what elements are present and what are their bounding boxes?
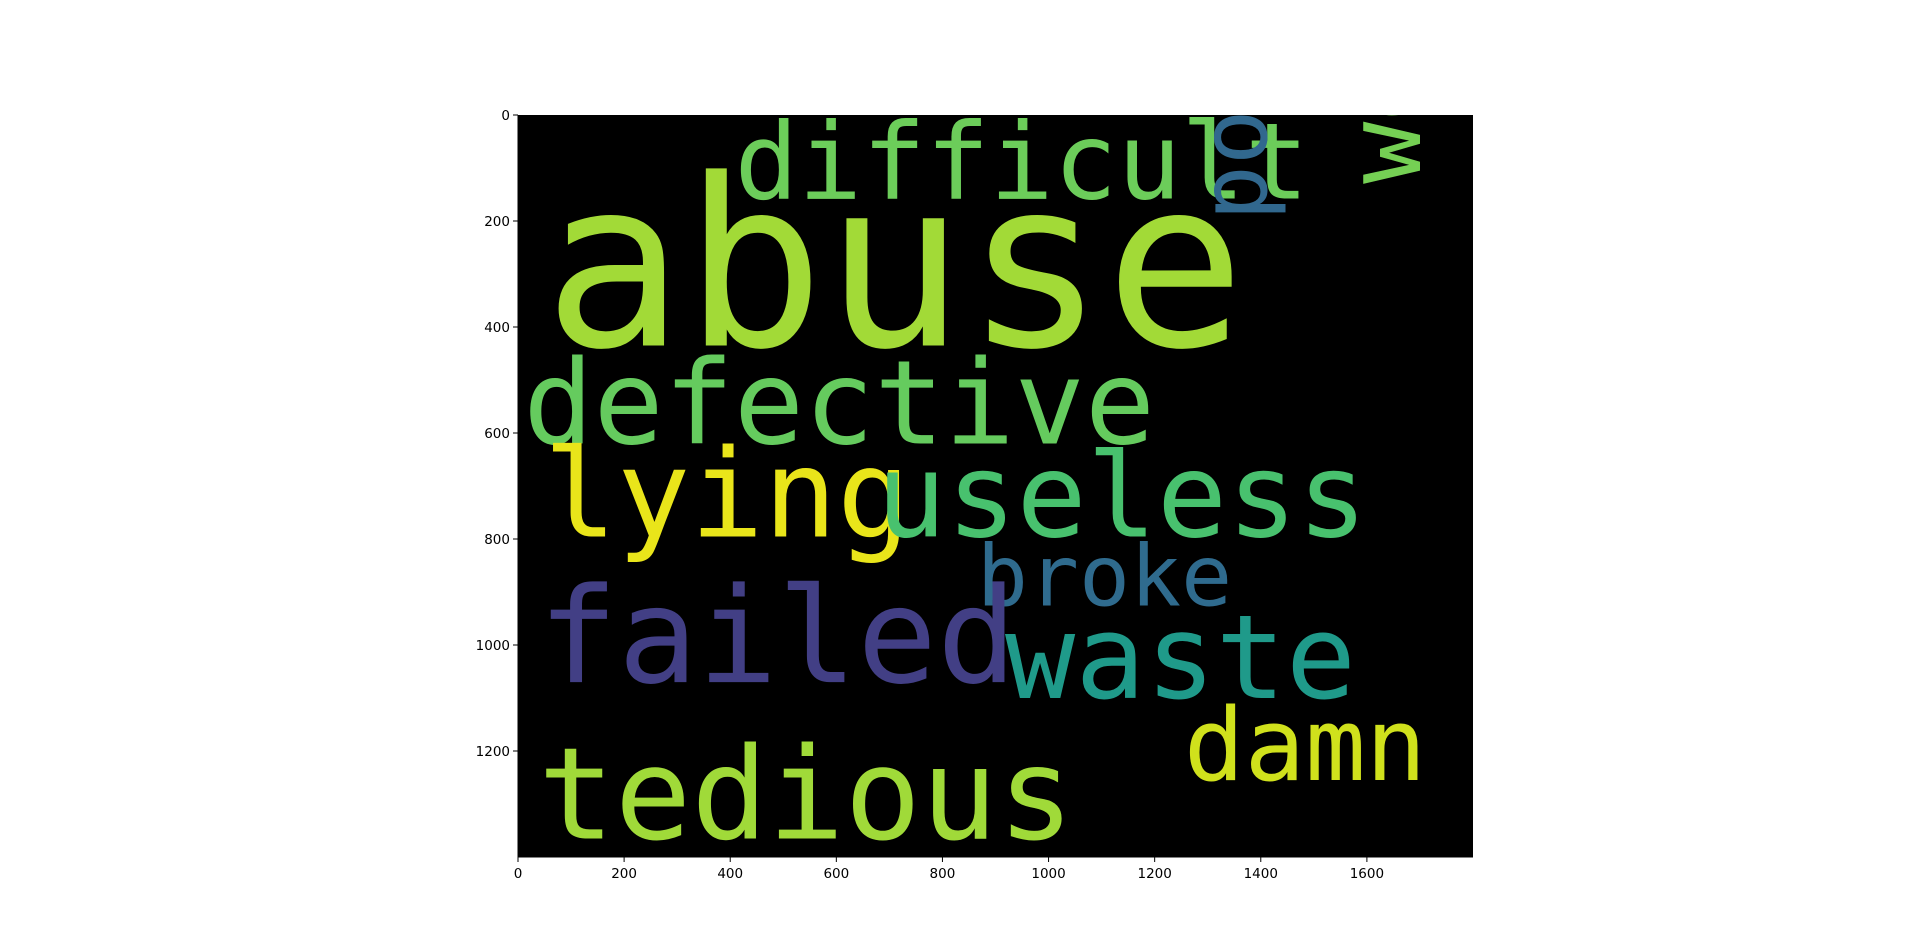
x-tick-label: 600 (823, 866, 849, 882)
word-damn: damn (1184, 687, 1426, 804)
y-tick-label: 200 (484, 214, 510, 230)
word-useless: useless (876, 429, 1367, 564)
word-defective: defective (523, 337, 1155, 472)
word-poor: poor (1180, 0, 1288, 221)
word-abuse: abuse (543, 130, 1245, 401)
x-tick-label: 800 (930, 866, 956, 882)
x-tick-label: 400 (717, 866, 743, 882)
x-axis: 0 200 400 600 800 1000 1200 1400 1600 (514, 856, 1473, 882)
x-tick-label: 1600 (1350, 866, 1384, 882)
image-background (518, 115, 1473, 857)
y-tick-label: 1200 (476, 744, 510, 760)
word-lying: lying (543, 423, 910, 565)
x-tick-label: 1000 (1031, 866, 1065, 882)
y-axis: 0 200 400 600 800 1000 1200 (476, 108, 519, 857)
word-failed: failed (538, 560, 1017, 714)
x-tick-label: 200 (611, 866, 637, 882)
y-tick-label: 1000 (476, 638, 510, 654)
x-tick-label: 0 (514, 866, 523, 882)
y-tick-label: 600 (484, 426, 510, 442)
x-tick-label: 1400 (1244, 866, 1278, 882)
word-broke: broke (977, 526, 1232, 625)
y-tick-label: 800 (484, 532, 510, 548)
y-tick-label: 0 (501, 108, 510, 124)
word-weak: weak (1325, 0, 1445, 184)
word-tedious: tedious (538, 720, 1074, 868)
word-difficult: difficult (734, 101, 1308, 224)
x-tick-label: 1200 (1137, 866, 1171, 882)
word-waste: waste (1005, 591, 1356, 726)
y-tick-label: 400 (484, 320, 510, 336)
